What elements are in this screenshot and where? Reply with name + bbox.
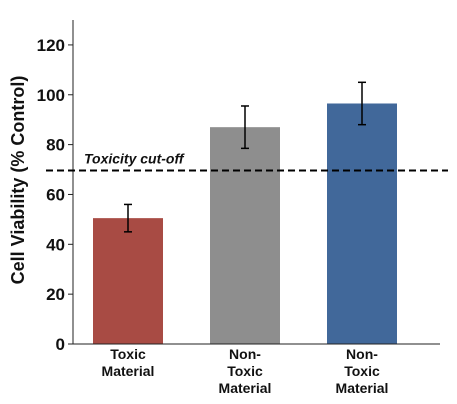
error-bars (124, 81, 366, 233)
category-label: Toxic Material (102, 346, 155, 379)
bar (210, 127, 280, 345)
bar (327, 103, 397, 344)
y-tick-label: 0 (56, 335, 65, 354)
category-label-line: Toxic (344, 363, 380, 379)
toxicity-cutoff-label: Toxicity cut-off (84, 151, 185, 167)
category-label: Non-Toxic Material (219, 346, 272, 396)
bars (93, 103, 397, 345)
category-label-line: Material (219, 380, 272, 396)
category-label-line: Non- (229, 346, 261, 362)
category-label: Non-Toxic Material (336, 346, 389, 396)
category-label-line: Toxic (110, 346, 146, 362)
y-axis-label: Cell Viability (% Control) (8, 76, 28, 285)
category-label-line: Toxic (227, 363, 263, 379)
y-tick-label: 60 (46, 185, 65, 204)
y-axis: 0 20 40 60 80 100 120 (37, 36, 73, 354)
y-tick-label: 20 (46, 285, 65, 304)
y-tick-label: 40 (46, 235, 65, 254)
category-label-line: Material (102, 363, 155, 379)
category-label-line: Material (336, 380, 389, 396)
y-tick-label: 120 (37, 36, 65, 55)
y-tick-label: 100 (37, 86, 65, 105)
bar (93, 218, 163, 344)
category-label-line: Non- (346, 346, 378, 362)
y-tick-label: 80 (46, 136, 65, 155)
